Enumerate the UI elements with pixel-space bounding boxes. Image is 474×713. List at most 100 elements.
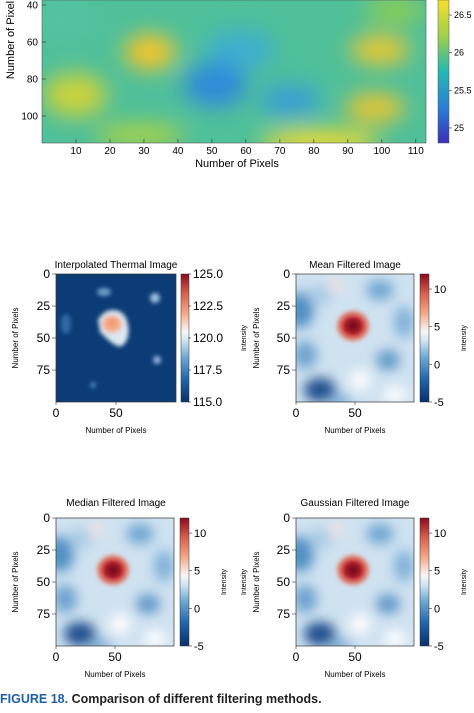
colorbar-tick-label: 25 (454, 123, 464, 133)
colorbar-tick-label: 26.5 (454, 10, 472, 20)
colorbar-tick-label: 115.0 (193, 395, 222, 409)
colorbar (419, 273, 430, 403)
colorbar-tick-label: -5 (434, 641, 444, 653)
mean-heatmap (296, 274, 414, 402)
y-axis-label: Number of Pixels (252, 552, 261, 613)
colorbar (179, 517, 190, 647)
y-tick-label: 25 (37, 299, 51, 313)
y-tick-label: 0 (283, 511, 290, 525)
colorbar-tick-label: 26 (454, 48, 464, 58)
x-tick-label: 0 (53, 650, 60, 664)
y-tick-label: 25 (277, 543, 291, 557)
y-tick-label: 50 (37, 331, 51, 345)
y-axis-label: Number of Pixels (11, 308, 20, 369)
x-tick-label: 60 (240, 146, 252, 157)
y-tick-label: 0 (43, 511, 50, 525)
x-tick-label: 100 (373, 146, 390, 157)
colorbar-tick-label: -5 (434, 397, 444, 409)
colorbar-tick-label: 10 (194, 528, 206, 540)
x-tick-label: 50 (108, 650, 122, 664)
top-thermal-plot: 26.5 26 25.5 25 40 60 80 100 10 20 30 40 50 60 70 80 9… (0, 0, 474, 175)
interpolated-heatmap (56, 274, 176, 402)
colorbar-tick-label: 25.5 (454, 85, 472, 95)
x-axis-label: Number of Pixels (86, 426, 147, 435)
colorbar-tick-label: 5 (194, 566, 200, 578)
panel-title: Median Filtered Image (66, 498, 166, 509)
figure-caption: FIGURE 18. Comparison of different filte… (0, 692, 474, 706)
left-colorbar-label: Intensity (241, 568, 248, 595)
y-tick-label: 100 (21, 112, 38, 123)
panel-interpolated: Interpolated Thermal Image 125.0 122.5 120… (11, 260, 223, 435)
colorbar-tick-label: 10 (434, 284, 446, 296)
top-x-axis-label: Number of Pixels (195, 158, 279, 170)
y-tick-label: 80 (27, 75, 39, 86)
colorbar-label: Intensity (461, 568, 468, 595)
colorbar-tick-label: 117.5 (193, 363, 222, 377)
y-tick-label: 50 (277, 331, 291, 345)
top-y-ticks: 40 60 80 100 (21, 1, 46, 123)
colorbar-tick-label: 0 (434, 359, 440, 371)
y-tick-label: 25 (277, 299, 291, 313)
x-tick-label: 10 (70, 146, 82, 157)
y-tick-label: 0 (43, 267, 50, 281)
x-axis-label: Number of Pixels (325, 426, 386, 435)
x-tick-label: 50 (109, 406, 123, 420)
x-tick-label: 50 (348, 650, 362, 664)
x-tick-label: 30 (138, 146, 150, 157)
y-tick-label: 75 (37, 363, 51, 377)
left-colorbar-label: Intensity (241, 324, 248, 351)
x-axis-label: Number of Pixels (325, 670, 386, 679)
top-x-ticks: 10 20 30 40 50 60 70 80 90 100 110 (70, 139, 424, 157)
colorbar-tick-label: 125.0 (193, 267, 223, 281)
figure-label: FIGURE 18. (0, 692, 69, 706)
colorbar-tick-label: -5 (194, 641, 204, 653)
y-tick-label: 75 (277, 363, 291, 377)
x-tick-label: 40 (172, 146, 184, 157)
x-tick-label: 0 (293, 406, 300, 420)
y-tick-label: 60 (27, 38, 39, 49)
colorbar-tick-label: 5 (434, 566, 440, 578)
y-tick-label: 0 (283, 267, 290, 281)
top-heatmap-svg: 26.5 26 25.5 25 40 60 80 100 10 20 30 40 50 60 70 80 9… (5, 0, 472, 170)
y-axis-label: Number of Pixels (11, 552, 20, 613)
colorbar-label: Intensity (221, 568, 228, 595)
colorbar (419, 517, 430, 647)
colorbar-label: Intensity (461, 324, 468, 351)
top-heatmap (42, 0, 426, 143)
y-tick-label: 75 (277, 607, 291, 621)
colorbar-tick-label: 10 (434, 528, 446, 540)
y-tick-label: 40 (27, 1, 39, 12)
panel-title: Gaussian Filtered Image (301, 498, 410, 509)
x-tick-label: 0 (293, 650, 300, 664)
panel-title: Interpolated Thermal Image (55, 260, 178, 271)
y-tick-label: 50 (277, 575, 291, 589)
colorbar-tick-label: 0 (194, 603, 200, 615)
y-tick-label: 50 (37, 575, 51, 589)
y-tick-label: 75 (37, 607, 51, 621)
gaussian-heatmap (296, 518, 414, 646)
x-tick-label: 110 (408, 146, 424, 157)
y-tick-label: 25 (37, 543, 51, 557)
x-tick-label: 80 (308, 146, 320, 157)
x-tick-label: 0 (53, 406, 60, 420)
panel-title: Mean Filtered Image (309, 260, 401, 271)
colorbar-tick-label: 0 (434, 603, 440, 615)
x-tick-label: 20 (104, 146, 116, 157)
x-tick-label: 90 (342, 146, 354, 157)
y-axis-label: Number of Pixels (252, 308, 261, 369)
x-tick-label: 50 (348, 406, 362, 420)
colorbar (180, 273, 190, 403)
caption-text: Comparison of different filtering method… (71, 692, 322, 706)
filter-panels-svg: Interpolated Thermal Image 125.0 122.5 120… (11, 260, 468, 679)
x-tick-label: 50 (206, 146, 218, 157)
top-y-axis-label: Number of Pixel (5, 1, 17, 79)
x-tick-label: 70 (274, 146, 286, 157)
colorbar-tick-label: 122.5 (193, 299, 223, 313)
x-axis-label: Number of Pixels (85, 670, 146, 679)
colorbar-tick-label: 120.0 (193, 331, 223, 345)
colorbar-tick-label: 5 (434, 322, 440, 334)
top-colorbar-ticks: 26.5 26 25.5 25 (449, 10, 472, 133)
